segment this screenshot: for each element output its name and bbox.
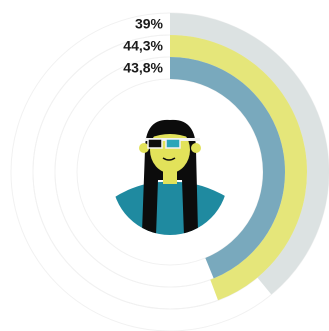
value-label: 43,8% <box>123 60 163 76</box>
radial-bar <box>169 13 329 295</box>
radial-bar <box>169 57 285 279</box>
value-label: 44,3% <box>123 38 163 54</box>
value-label: 39% <box>135 16 164 32</box>
avatar <box>112 119 228 235</box>
arcs <box>169 13 329 301</box>
radial-bar <box>169 35 307 301</box>
labels: 39% 44,3% 43,8% <box>123 16 163 76</box>
